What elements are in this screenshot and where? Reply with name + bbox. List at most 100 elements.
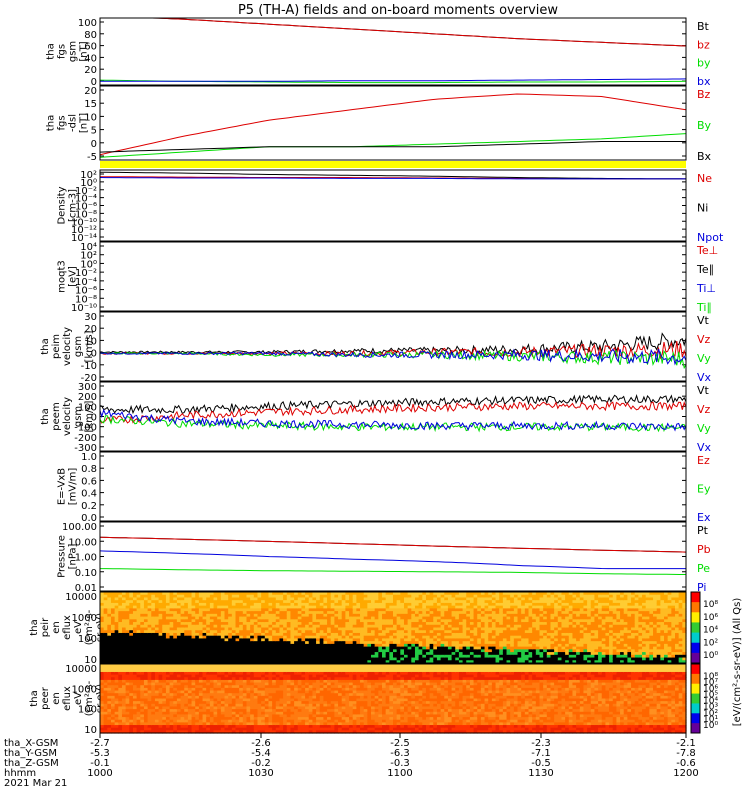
spectrogram-cell [422,605,427,609]
spectrogram-cell [151,652,156,656]
spectrogram-cell [462,635,467,640]
panel-ylabel: [cm-3] [68,189,79,222]
spectrogram-cell [598,652,603,656]
spectrogram-cell [576,635,581,640]
y-tick-label: -100 [74,423,97,434]
spectrogram-cell [557,641,563,645]
spectrogram-cell [671,622,676,626]
spectrogram-cell [488,657,493,661]
spectrogram-cell [543,611,548,615]
spectrogram-cell [330,597,335,601]
spectrogram-cell [462,600,467,604]
spectrogram-cell [169,616,174,620]
spectrogram-cell [576,627,581,631]
spectrogram-cell [422,619,427,623]
spectrogram-cell [396,643,401,648]
spectrogram-cell [334,635,339,640]
spectrogram-cell [433,660,438,664]
spectrogram-cell [110,666,116,670]
y-tick-label: 0 [91,77,97,88]
spectrogram-cell [502,660,508,664]
spectrogram-cell [338,624,343,629]
spectrogram-cell [667,619,672,623]
spectrogram-cell [297,605,303,609]
spectrogram-cell [264,613,270,618]
spectrogram-cell [535,654,541,659]
spectrogram-cell [455,616,460,620]
spectrogram-cell [528,654,533,659]
spectrogram-cell [169,597,174,601]
legend-Ex: Ex [697,511,711,524]
spectrogram-cell [312,600,317,604]
spectrogram-cell [660,616,665,620]
spectrogram-cell [598,624,603,629]
spectrogram-cell [495,654,500,659]
spectrogram-cell [491,627,497,631]
spectrogram-cell [367,611,372,615]
spectrogram-cell [393,654,398,659]
series-line-Pe [100,568,686,575]
spectrogram-cell [414,592,420,596]
spectrogram-cell [535,630,541,634]
spectrogram-cell [667,616,672,620]
spectrogram-cell [612,611,618,615]
spectrogram-cell [297,630,303,634]
spectrogram-cell [129,654,134,659]
spectrogram-cell [118,646,123,650]
spectrogram-cell [664,616,669,620]
spectrogram-cell [634,624,639,629]
spectrogram-cell [132,669,138,673]
spectrogram-cell [162,679,167,684]
spectrogram-cell [601,632,607,637]
spectrogram-cell [598,622,603,626]
spectrogram-cell [466,632,471,637]
spectrogram-cell [114,725,119,729]
spectrogram-cell [469,613,475,618]
y-tick-label: 20 [84,65,97,76]
spectrogram-cell [246,638,251,642]
spectrogram-cell [195,652,200,656]
spectrogram-cell [447,619,453,623]
spectrogram-cell [484,597,489,601]
spectrogram-cell [568,641,574,645]
spectrogram-cell [239,602,244,607]
spectrogram-cell [187,611,193,615]
spectrogram-cell [620,643,625,648]
spectrogram-cell [557,613,563,618]
spectrogram-cell [118,624,123,629]
spectrogram-cell [143,709,149,713]
spectrogram-cell [261,654,266,659]
spectrogram-cell [554,608,559,612]
spectrogram-cell [565,622,570,626]
spectrogram-cell [642,646,647,650]
spectrogram-cell [319,592,325,596]
spectrogram-cell [638,627,643,631]
spectrogram-cell [400,608,405,612]
spectrogram-cell [627,616,632,620]
spectrogram-cell [220,632,226,637]
spectrogram-cell [601,630,607,634]
spectrogram-cell [356,616,361,620]
spectrogram-cell [154,690,160,694]
spectrogram-cell [132,649,138,653]
spectrogram-cell [451,641,456,645]
y-tick-label: 10⁻² [75,186,97,197]
spectrogram-cell [678,594,683,599]
spectrogram-cell [264,641,270,645]
spectrogram-cell [587,605,592,609]
spectrogram-cell [143,643,149,648]
spectrogram-cell [180,611,185,615]
spectrogram-cell [363,630,368,634]
spectrogram-cell [235,616,240,620]
spectrogram-cell [642,641,647,645]
spectrogram-cell [433,622,438,626]
spectrogram-cell [462,649,467,653]
spectrogram-cell [535,608,541,612]
spectrogram-cell [173,600,178,604]
spectrogram-cell [136,627,141,631]
spectrogram-cell [385,630,390,634]
spectrogram-cell [444,643,449,648]
spectrogram-cell [118,616,123,620]
spectrogram-cell [634,654,639,659]
spectrogram-cell [374,643,379,648]
